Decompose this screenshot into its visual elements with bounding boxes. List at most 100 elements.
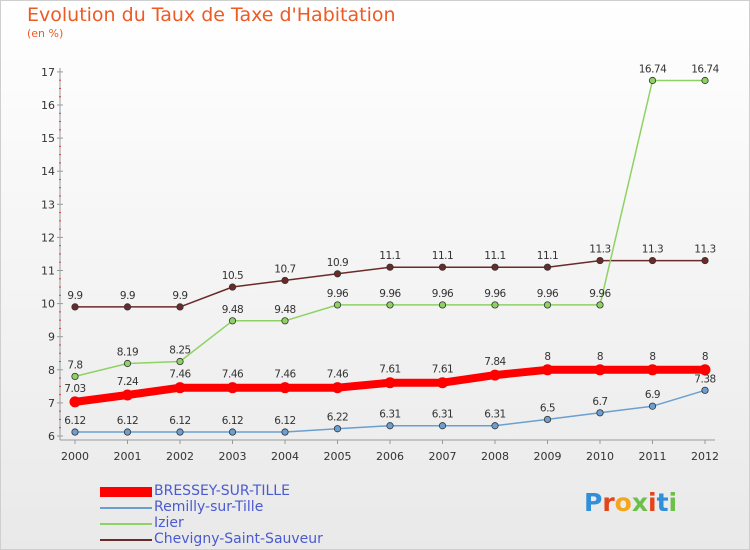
- data-label: 7.46: [169, 369, 191, 381]
- data-point: [332, 382, 343, 394]
- data-point: [123, 359, 132, 368]
- data-label: 6.31: [484, 409, 505, 421]
- data-label: 9.9: [120, 290, 135, 302]
- data-point: [176, 357, 184, 366]
- logo-letter: o: [614, 488, 632, 517]
- data-label: 6.12: [64, 415, 85, 427]
- logo-letter: x: [631, 488, 648, 517]
- data-point: [333, 270, 342, 278]
- data-point: [228, 283, 237, 291]
- chart-title: Evolution du Taux de Taxe d'Habitation: [27, 4, 396, 26]
- legend-swatch: [100, 539, 152, 541]
- data-point: [596, 256, 604, 265]
- data-label: 9.96: [589, 288, 611, 300]
- data-label: 11.3: [642, 244, 663, 256]
- data-label: 11.3: [589, 244, 610, 256]
- logo-letter: P: [584, 488, 603, 517]
- data-point: [699, 364, 711, 376]
- chart-subtitle: (en %): [27, 27, 64, 40]
- data-point: [386, 263, 394, 271]
- x-tick-label: 2003: [219, 450, 247, 463]
- data-point: [123, 428, 132, 436]
- data-label: 8.19: [117, 347, 138, 359]
- x-tick-label: 2012: [691, 450, 719, 463]
- axes: 6 7 8 9 10 11 12 13 14 15 16 17 2000 2001 2002 2003 2004…: [41, 66, 719, 463]
- data-point: [701, 76, 709, 85]
- data-label: 9.9: [67, 290, 82, 302]
- data-point: [437, 377, 448, 389]
- x-tick-label: 2008: [481, 450, 509, 463]
- y-tick-label: 15: [41, 132, 55, 145]
- legend-label: BRESSEY-SUR-TILLE: [154, 483, 290, 499]
- data-point: [386, 422, 394, 430]
- data-point: [333, 301, 342, 309]
- data-label: 9.96: [327, 288, 349, 300]
- data-label: 6.9: [645, 389, 660, 401]
- data-label: 11.1: [379, 250, 400, 262]
- data-label: 7.46: [222, 369, 244, 381]
- data-label: 10.7: [274, 263, 295, 275]
- data-label: 6.12: [169, 415, 190, 427]
- y-tick-label: 10: [41, 298, 55, 311]
- y-tick-label: 9: [48, 331, 55, 344]
- data-point: [71, 303, 79, 311]
- data-point: [596, 409, 604, 417]
- data-label: 16.74: [691, 64, 719, 76]
- y-tick-label: 8: [48, 364, 55, 377]
- logo-letter: i: [668, 488, 678, 517]
- data-point: [489, 369, 501, 381]
- data-point: [228, 317, 237, 325]
- data-point: [71, 428, 79, 436]
- data-label: 7.61: [432, 364, 453, 376]
- data-label: 8: [597, 351, 603, 363]
- data-label: 7.84: [484, 356, 506, 368]
- data-labels-layer: 9.9 9.9 9.9 10.5 10.7 10.9 11.1 11.1 11.1 11.1 11.…: [64, 64, 720, 428]
- data-point: [281, 276, 289, 285]
- data-label: 6.12: [117, 415, 138, 427]
- legend-label: Chevigny-Saint-Sauveur: [154, 531, 323, 547]
- data-point: [701, 386, 709, 394]
- y-tick-label: 11: [41, 265, 55, 278]
- data-label: 9.48: [222, 304, 243, 316]
- data-point: [596, 301, 604, 309]
- data-point: [438, 422, 447, 430]
- data-point: [123, 303, 132, 311]
- data-label: 6.31: [432, 409, 453, 421]
- data-label: 6.31: [379, 409, 400, 421]
- data-point: [542, 364, 553, 376]
- data-label: 6.22: [327, 412, 348, 424]
- data-label: 7.46: [327, 369, 349, 381]
- x-tick-label: 2010: [586, 450, 614, 463]
- data-point: [227, 382, 238, 394]
- data-point: [386, 301, 394, 309]
- x-tick-label: 2007: [429, 450, 457, 463]
- x-tick-label: 2005: [324, 450, 352, 463]
- data-label: 7.38: [694, 373, 715, 385]
- legend-label: Remilly-sur-Tille: [154, 499, 264, 515]
- data-label: 8: [702, 351, 708, 363]
- x-tick-label: 2006: [376, 450, 404, 463]
- data-label: 8: [544, 351, 550, 363]
- y-tick-label: 14: [41, 165, 55, 178]
- data-label: 11.1: [537, 250, 558, 262]
- data-point: [281, 428, 289, 436]
- x-tick-label: 2009: [534, 450, 562, 463]
- data-point: [543, 415, 552, 424]
- logo-letter: t: [656, 488, 669, 517]
- series-line-izier: [74, 79, 706, 378]
- y-tick-label: 12: [41, 231, 55, 244]
- data-point: [438, 301, 447, 309]
- y-tick-label: 6: [48, 430, 55, 443]
- data-point: [648, 402, 657, 410]
- series-layer: [69, 76, 711, 436]
- data-label: 7.24: [117, 376, 139, 388]
- data-label: 11.1: [432, 250, 453, 262]
- data-point: [543, 301, 552, 309]
- data-point: [122, 389, 133, 401]
- data-label: 9.96: [432, 288, 454, 300]
- data-label: 6.12: [222, 415, 243, 427]
- data-point: [491, 422, 499, 430]
- data-label: 7.03: [64, 383, 85, 395]
